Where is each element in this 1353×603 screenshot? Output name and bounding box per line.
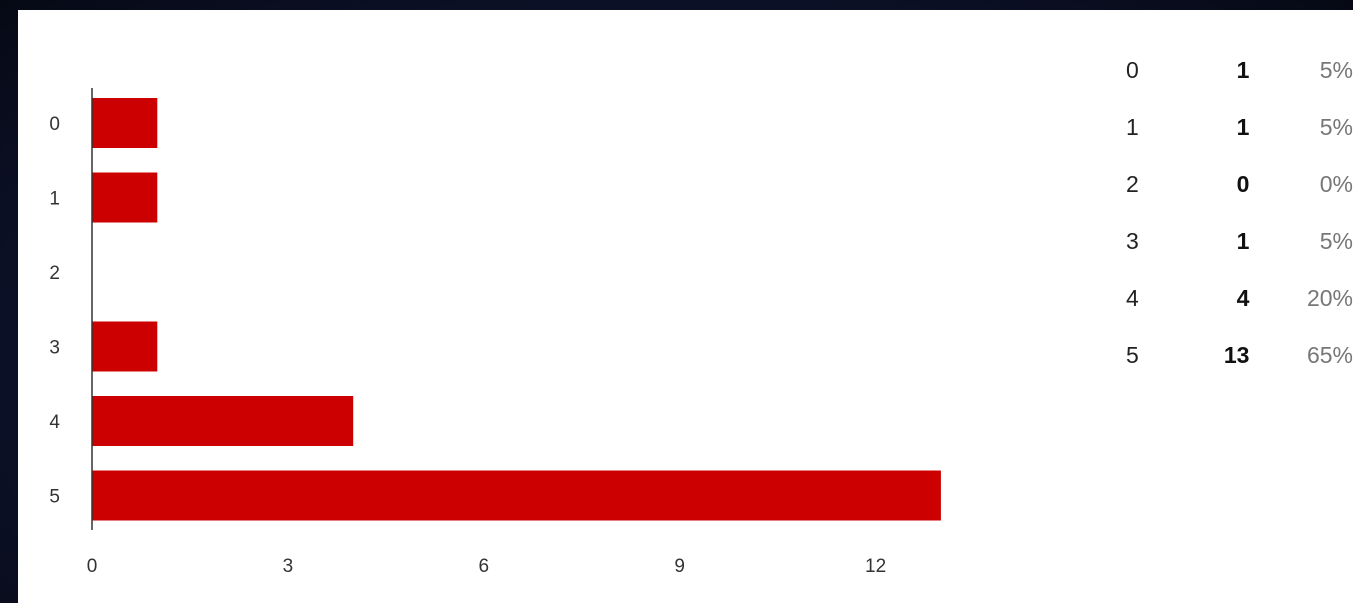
y-tick-label: 0 [49,114,60,135]
summary-percent: 5% [1319,114,1353,140]
summary-table: 0 1 5% 1 1 5% 2 0 0% 3 1 5% 4 4 20% 5 13 65% [1118,42,1353,384]
summary-count: 13 [1223,342,1250,368]
summary-percent: 5% [1319,57,1353,83]
summary-row: 5 13 65% [1118,327,1353,384]
summary-category: 3 [1126,228,1139,254]
bar-0 [92,98,158,148]
bar-4 [92,396,354,446]
summary-count: 4 [1236,285,1250,311]
summary-count: 0 [1236,171,1250,197]
x-tick-label: 12 [865,556,886,577]
summary-category: 0 [1126,57,1139,83]
summary-count: 1 [1236,57,1250,83]
summary-percent: 20% [1306,285,1353,311]
summary-count: 1 [1236,228,1250,254]
y-tick-label: 3 [49,338,60,359]
y-tick-label: 1 [49,189,60,210]
x-tick-label: 6 [479,556,490,577]
summary-row: 0 1 5% [1118,42,1353,99]
summary-category: 4 [1126,285,1139,311]
summary-percent: 65% [1306,342,1353,368]
summary-count: 1 [1236,114,1250,140]
bar-5 [92,470,941,521]
summary-category: 2 [1126,171,1139,197]
y-tick-label: 2 [49,263,60,284]
summary-row: 4 4 20% [1118,270,1353,327]
y-tick-label: 4 [49,412,60,433]
x-tick-label: 0 [87,556,98,577]
summary-row: 3 1 5% [1118,213,1353,270]
bar-3 [92,321,158,372]
x-tick-label: 9 [674,556,685,577]
summary-row: 2 0 0% [1118,156,1353,213]
bar-1 [92,172,158,223]
chart-panel: 0 1 2 3 4 5 0 3 6 9 12 0 1 5% 1 1 5% 2 0 0% 3 1 5% 4 4 20% 5 13 65% [18,10,1353,603]
summary-category: 1 [1126,114,1139,140]
y-tick-label: 5 [49,487,60,508]
x-tick-label: 3 [283,556,294,577]
summary-percent: 5% [1319,228,1353,254]
summary-row: 1 1 5% [1118,99,1353,156]
summary-category: 5 [1126,342,1139,368]
summary-percent: 0% [1319,171,1353,197]
